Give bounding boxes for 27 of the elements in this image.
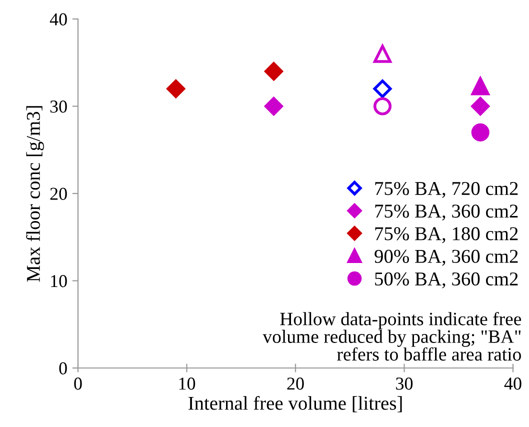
x-tick-label: 20	[287, 378, 304, 390]
point	[471, 97, 490, 116]
y-tick-label: 10	[51, 275, 67, 288]
point	[471, 123, 490, 142]
point	[166, 80, 186, 98]
point	[373, 97, 392, 116]
y-tick-label: 20	[50, 188, 67, 200]
legend-label: 75% BA, 180 cm2	[375, 227, 518, 244]
x-axis-title: Internal free volume [litres]	[188, 396, 402, 412]
legend-label: 50% BA, 360 cm2	[375, 272, 518, 288]
legend-label: 90% BA, 360 cm2	[374, 250, 518, 266]
annotation: Hollow data-points indicate free volume reduced by packing; "BA" refers to baffle area ratio	[262, 312, 522, 361]
point	[264, 62, 283, 81]
point	[264, 97, 283, 116]
point	[373, 80, 392, 98]
point	[373, 44, 392, 63]
x-tick-label: 10	[179, 378, 196, 390]
legend-label: 75% BA, 360 cm2	[375, 204, 518, 220]
y-axis-title: Max floor conc [g/m3]	[26, 106, 44, 282]
point	[471, 77, 490, 96]
y-tick-label: 30	[50, 100, 67, 113]
y-tick-label: 40	[50, 13, 67, 26]
x-tick-label: 0	[74, 378, 82, 390]
legend-label: 75% BA, 720 cm2	[375, 182, 518, 198]
x-tick-label: 30	[396, 378, 413, 390]
y-tick-label: 0	[59, 362, 67, 374]
x-tick-label: 40	[504, 378, 522, 390]
